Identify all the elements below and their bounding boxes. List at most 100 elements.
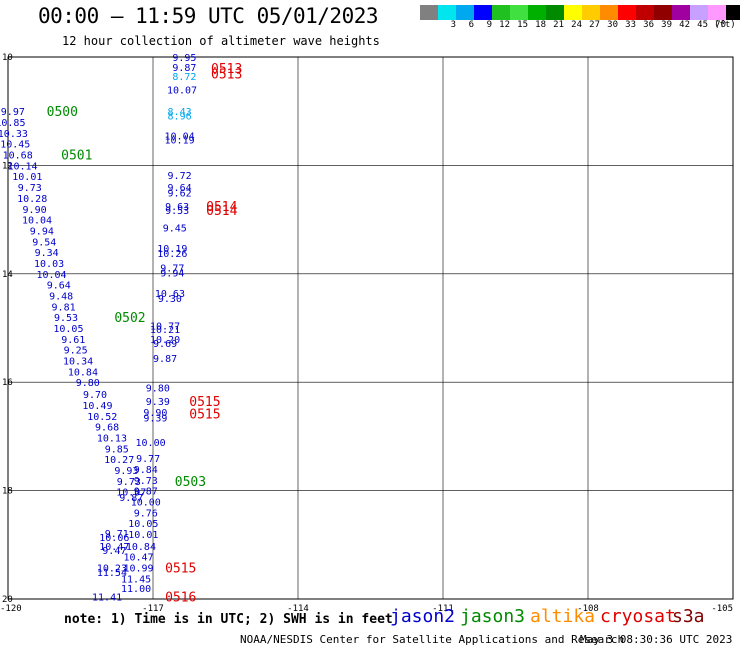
satellite-name-jason3: jason3 (460, 606, 526, 627)
wave-height-label: 10.07 (116, 488, 146, 499)
legend-swatch (582, 5, 600, 20)
wave-height-label: 10.99 (123, 564, 153, 575)
wave-height-label: 10.68 (3, 151, 33, 162)
lon-tick-label: -117 (142, 604, 164, 614)
wave-height-label: 10.06 (99, 533, 129, 544)
wave-height-label: 10.84 (68, 367, 98, 378)
wave-height-label: 9.95 (172, 53, 196, 64)
wave-height-label: 9.81 (52, 302, 76, 313)
color-scale-legend (420, 5, 740, 20)
legend-swatch (690, 5, 708, 20)
legend-swatch (708, 5, 726, 20)
wave-height-label: 9.54 (32, 237, 56, 248)
satellite-name-s3a: s3a (672, 606, 705, 627)
lon-tick-label: -114 (287, 604, 309, 614)
legend-swatch (564, 5, 582, 20)
wave-height-label: 10.01 (12, 172, 42, 183)
wave-height-label: 11.45 (121, 574, 151, 585)
wave-height-label: 9.30 (158, 294, 182, 305)
wave-height-label: 9.53 (54, 313, 78, 324)
pass-time-label: 0513 (211, 67, 242, 82)
page-subtitle: 12 hour collection of altimeter wave hei… (62, 34, 380, 48)
legend-label: 21 (553, 20, 564, 30)
legend-swatch (474, 5, 492, 20)
lon-tick-label: -120 (0, 604, 22, 614)
legend-swatch (636, 5, 654, 20)
wave-height-label: 9.45 (163, 224, 187, 235)
wave-height-label: 11.00 (121, 584, 151, 595)
satellite-name-altika: altika (530, 606, 596, 627)
wave-height-label: 9.64 (168, 183, 192, 194)
legend-swatch (546, 5, 564, 20)
wave-height-label: 9.68 (95, 423, 119, 434)
pass-time-label: 0515 (189, 408, 220, 423)
pass-time-label: 0500 (47, 105, 78, 120)
legend-swatch (726, 5, 740, 20)
wave-height-label: 9.73 (117, 477, 141, 488)
pass-time-label: 0516 (165, 590, 196, 605)
wave-height-label: 9.70 (83, 390, 107, 401)
pass-time-label: 0515 (189, 395, 220, 410)
wave-height-label: 10.34 (63, 357, 93, 368)
wave-height-label: 9.94 (30, 226, 54, 237)
legend-swatch (510, 5, 528, 20)
wave-height-label: 10.05 (53, 324, 83, 335)
wave-height-label: 9.77 (136, 454, 160, 465)
wave-height-label: 10.27 (104, 455, 134, 466)
wave-height-label: 9.87 (153, 354, 177, 365)
legend-label: 30 (607, 20, 618, 30)
wave-height-label: 10.28 (17, 194, 47, 205)
legend-label: 45 (697, 20, 708, 30)
legend-swatch (618, 5, 636, 20)
legend-label: 42 (679, 20, 690, 30)
wave-height-label: 9.39 (146, 397, 170, 408)
wave-height-label: 10.19 (165, 135, 195, 146)
wave-height-label: 10.00 (131, 497, 161, 508)
wave-height-label: 10.04 (36, 270, 66, 281)
wave-height-label: 8.96 (168, 112, 192, 123)
legend-unit: (ft) (714, 20, 736, 30)
wave-height-label: 10.23 (97, 564, 127, 575)
wave-height-label: 9.90 (143, 408, 167, 419)
wave-height-label: 10.21 (150, 325, 180, 336)
legend-swatch (672, 5, 690, 20)
legend-swatch (492, 5, 510, 20)
wave-height-label: 10.49 (82, 401, 112, 412)
lat-tick-label: 14 (2, 270, 13, 280)
wave-height-label: 10.13 (97, 433, 127, 444)
wave-height-label: 10.03 (34, 259, 64, 270)
wave-height-label: 10.47 (123, 553, 153, 564)
wave-height-label: 9.25 (64, 346, 88, 357)
wave-height-label: 8.72 (172, 72, 196, 83)
pass-time-label: 0501 (61, 149, 92, 164)
satellite-name-jason2: jason2 (390, 606, 456, 627)
legend-label: 27 (589, 20, 600, 30)
wave-height-label: 9.73 (18, 183, 42, 194)
wave-height-label: 9.85 (105, 444, 129, 455)
wave-height-label: 9.61 (61, 335, 85, 346)
wave-height-label: 9.93 (114, 466, 138, 477)
lat-tick-label: 10 (2, 53, 13, 63)
wave-height-label: 10.45 (0, 140, 30, 151)
legend-swatch (654, 5, 672, 20)
wave-height-label: 10.01 (128, 530, 158, 541)
wave-height-label: 9.53 (165, 206, 189, 217)
wave-height-label: 9.87 (172, 63, 196, 74)
legend-label: 39 (661, 20, 672, 30)
legend-label: 24 (571, 20, 582, 30)
wave-height-label: 9.72 (168, 171, 192, 182)
page-title: 00:00 — 11:59 UTC 05/01/2023 (38, 4, 379, 28)
wave-height-label: 9.34 (35, 248, 59, 259)
wave-height-label: 10.26 (157, 249, 187, 260)
wave-height-label: 9.97 (1, 107, 25, 118)
lon-tick-label: -108 (577, 604, 599, 614)
wave-height-label: 10.19 (157, 244, 187, 255)
wave-height-label: 9.76 (134, 508, 158, 519)
lat-tick-label: 16 (2, 378, 13, 388)
legend-label: 18 (535, 20, 546, 30)
wave-height-label: 11.41 (92, 592, 122, 603)
footnote: note: 1) Time is in UTC; 2) SWH is in fe… (64, 612, 393, 627)
legend-label: 15 (517, 20, 528, 30)
legend-swatch (420, 5, 438, 20)
